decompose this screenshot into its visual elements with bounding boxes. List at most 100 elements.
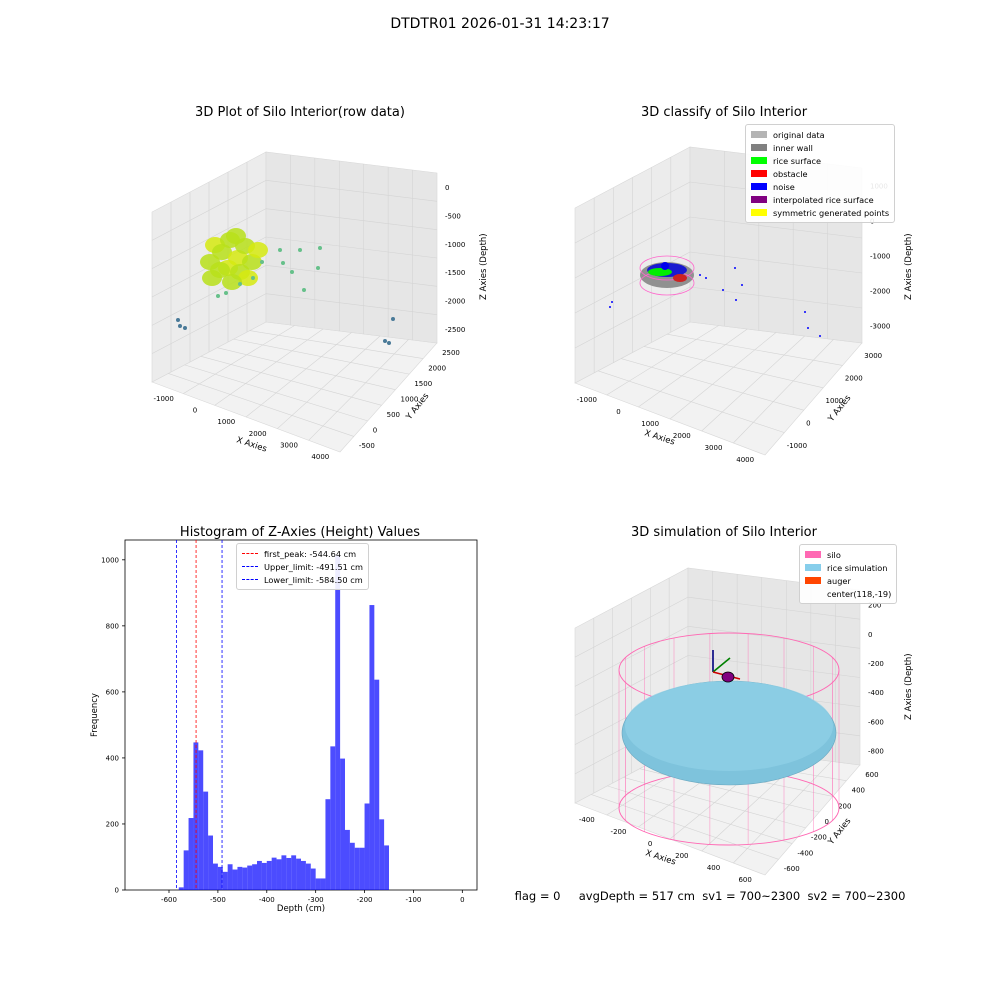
- simulation-y-axis-label: Y Axies: [826, 816, 854, 848]
- histogram-frame: [124, 539, 478, 891]
- histogram-bar: [320, 878, 326, 890]
- histogram-x-axis-label: Depth (cm): [277, 904, 325, 914]
- raw-point: [178, 324, 182, 328]
- x-tick-label: 200: [675, 852, 688, 860]
- legend-swatch: [751, 144, 767, 151]
- legend-label: noise: [773, 181, 795, 192]
- legend-swatch: [805, 551, 821, 558]
- histogram-bar: [291, 855, 297, 890]
- z-tick-label: -2500: [445, 326, 465, 334]
- x-tick-label: 3000: [280, 442, 298, 450]
- histogram-x-tick-label: -300: [308, 896, 324, 904]
- histogram-bar: [217, 866, 223, 890]
- grid-line: [638, 328, 748, 408]
- legend-label: symmetric generated points: [773, 207, 890, 218]
- legend-entry: center(118,-19): [805, 587, 891, 600]
- raw-point-cluster: [222, 274, 242, 290]
- histogram-bar: [281, 855, 287, 890]
- histogram-title: Histogram of Z-Axies (Height) Values: [180, 525, 420, 540]
- grid-line: [687, 596, 861, 620]
- grid-line: [151, 180, 267, 241]
- grid-line: [701, 335, 805, 432]
- x-tick-label: 0: [193, 407, 197, 415]
- z-tick-label: 200: [868, 602, 881, 610]
- interpolated-surface-wire: [639, 255, 695, 281]
- noise-point: [734, 267, 736, 269]
- histogram-legend: first_peak: -544.64 cm Upper_limit: -491.…: [236, 543, 369, 590]
- histogram-bar: [374, 679, 380, 890]
- legend-entry: symmetric generated points: [751, 206, 889, 219]
- grid-line: [265, 265, 438, 287]
- histogram-bar: [276, 859, 282, 890]
- simulation-legend: silo rice simulation auger center(118,-19): [799, 544, 898, 604]
- y-tick-label: 200: [838, 802, 851, 810]
- legend-swatch: [805, 577, 821, 584]
- x-tick-label: 1000: [217, 418, 235, 426]
- raw-plot-title: 3D Plot of Silo Interior(row data): [195, 105, 405, 120]
- legend-line-swatch: [242, 579, 258, 580]
- raw-point: [318, 246, 322, 250]
- y-tick-label: 1000: [826, 397, 844, 405]
- y-tick-label: -1000: [787, 442, 807, 450]
- x-tick-label: 1000: [641, 420, 659, 428]
- y-tick-label: 0: [806, 419, 810, 427]
- histogram-x-tick-label: -200: [357, 896, 373, 904]
- legend-entry: interpolated rice surface: [751, 193, 889, 206]
- histogram-bar: [227, 864, 233, 890]
- z-tick-label: -2000: [445, 298, 465, 306]
- classify-x-axis-label: X Axies: [643, 428, 676, 447]
- rice-surface-points: [648, 268, 672, 276]
- legend-entry: auger: [805, 574, 891, 587]
- grid-line: [689, 286, 863, 309]
- z-tick-label: 0: [445, 184, 449, 192]
- y-tick-label: 1500: [414, 380, 432, 388]
- legend-entry: rice surface: [751, 154, 889, 167]
- raw-point: [176, 318, 180, 322]
- raw-point: [391, 317, 395, 321]
- grid-line: [200, 355, 382, 406]
- raw-point: [183, 326, 187, 330]
- y-tick-label: 2000: [428, 364, 446, 372]
- y-tick-label: 0: [373, 427, 377, 435]
- x-tick-label: 4000: [736, 456, 754, 464]
- grid-line: [597, 370, 785, 433]
- raw-point: [238, 282, 242, 286]
- legend-entry: original data: [751, 128, 889, 141]
- obstacle-points: [673, 274, 687, 282]
- grid-line: [277, 335, 381, 429]
- grid-line: [249, 330, 424, 359]
- raw-point: [281, 261, 285, 265]
- z-tick-label: -800: [868, 747, 884, 755]
- legend-label: obstacle: [773, 168, 808, 179]
- grid-line: [151, 293, 267, 354]
- raw-point: [298, 248, 302, 252]
- histogram-bar: [232, 869, 238, 890]
- simulation-3d-plot: -400-2000200400600-600-400-2000200400600…: [574, 567, 884, 884]
- histogram-y-tick-label: 200: [106, 820, 119, 828]
- classify-z-axis-label: Z Axies (Depth): [904, 233, 914, 300]
- grid-line: [265, 236, 438, 259]
- grid-line: [623, 776, 806, 829]
- noise-point: [661, 262, 669, 270]
- grid-line: [265, 293, 438, 315]
- histogram-y-tick-label: 400: [106, 754, 119, 762]
- grid-line: [574, 181, 691, 244]
- noise-point: [807, 327, 809, 329]
- histogram-bar: [310, 868, 316, 890]
- histogram-bar: [266, 860, 272, 890]
- histogram-bar: [183, 850, 189, 890]
- z-tick-label: -1000: [870, 253, 890, 261]
- noise-point: [804, 311, 806, 313]
- y-tick-label: -500: [359, 442, 375, 450]
- grid-line: [733, 761, 832, 864]
- grid-line: [574, 286, 691, 349]
- grid-line: [669, 332, 777, 420]
- legend-swatch: [805, 564, 821, 571]
- y-tick-label: 0: [825, 818, 829, 826]
- histogram-bar: [335, 555, 341, 890]
- legend-entry: inner wall: [751, 141, 889, 154]
- raw-point-cluster: [248, 242, 268, 258]
- figure-suptitle: DTDTR01 2026-01-31 14:23:17: [390, 16, 610, 32]
- histogram-bar: [188, 818, 194, 890]
- y-tick-label: 600: [865, 771, 878, 779]
